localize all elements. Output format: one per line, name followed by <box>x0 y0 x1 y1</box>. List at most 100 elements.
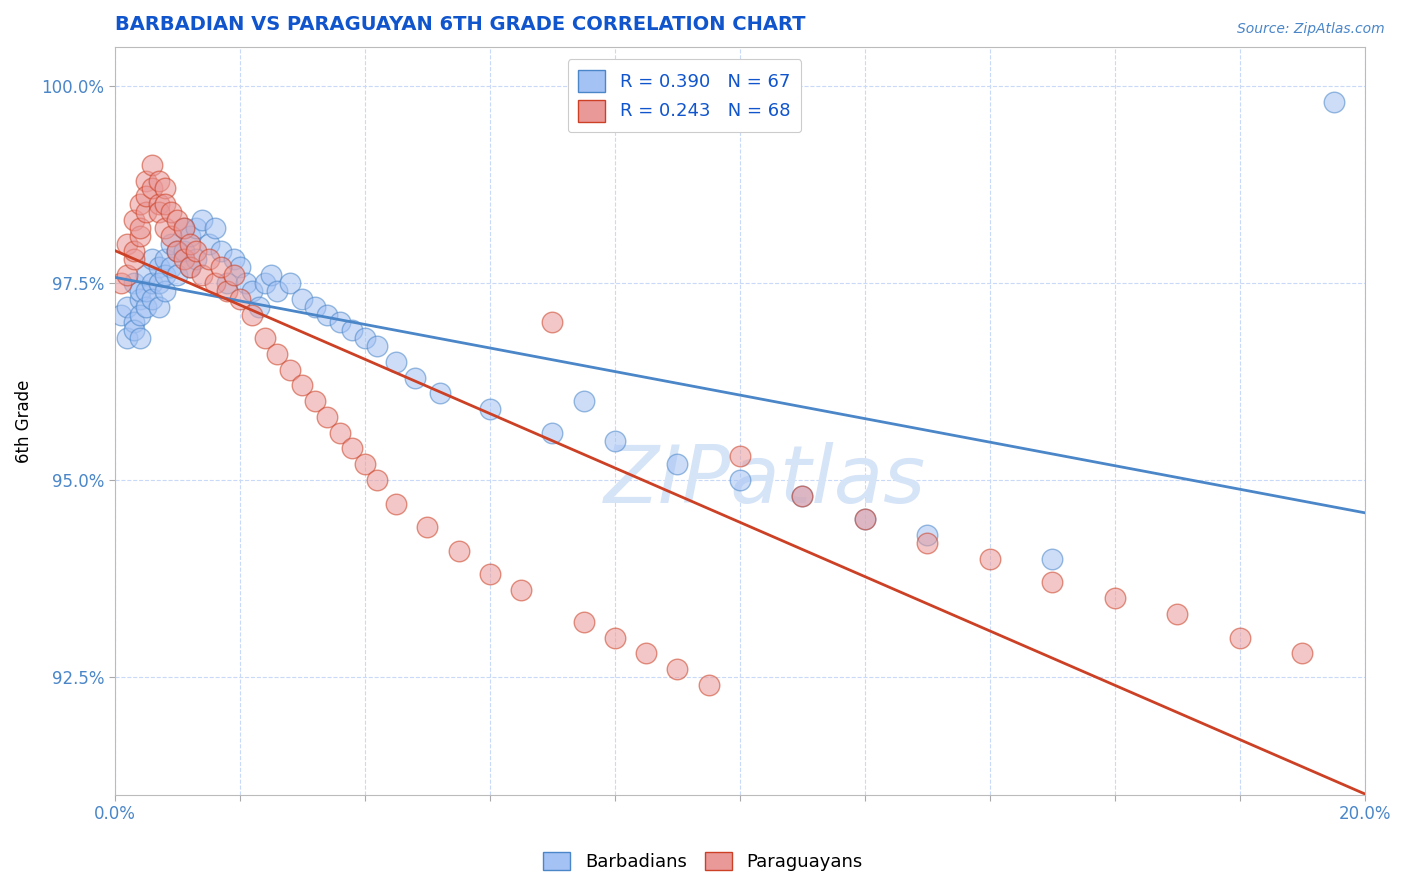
Point <box>148 276 170 290</box>
Point <box>204 220 226 235</box>
Point <box>240 284 263 298</box>
Point <box>329 425 352 440</box>
Point <box>179 260 201 275</box>
Point <box>253 276 276 290</box>
Point <box>1291 646 1313 660</box>
Point <box>572 615 595 629</box>
Point <box>304 300 326 314</box>
Point <box>541 425 564 440</box>
Point <box>404 370 426 384</box>
Point <box>266 284 288 298</box>
Point <box>316 409 339 424</box>
Point <box>1229 631 1251 645</box>
Point <box>128 228 150 243</box>
Point <box>278 276 301 290</box>
Legend: R = 0.390   N = 67, R = 0.243   N = 68: R = 0.390 N = 67, R = 0.243 N = 68 <box>568 60 801 132</box>
Point <box>1322 95 1344 109</box>
Point <box>141 158 163 172</box>
Point <box>179 228 201 243</box>
Point <box>117 268 139 282</box>
Point <box>128 308 150 322</box>
Point <box>666 662 689 676</box>
Point <box>197 236 219 251</box>
Point <box>122 276 145 290</box>
Point <box>148 260 170 275</box>
Point <box>148 300 170 314</box>
Point <box>353 457 375 471</box>
Point <box>166 244 188 259</box>
Point <box>666 457 689 471</box>
Point <box>122 252 145 267</box>
Point <box>235 276 257 290</box>
Point <box>291 378 314 392</box>
Point <box>260 268 283 282</box>
Point <box>792 489 814 503</box>
Point <box>217 276 239 290</box>
Point <box>153 197 176 211</box>
Point <box>128 292 150 306</box>
Point <box>141 276 163 290</box>
Point <box>291 292 314 306</box>
Y-axis label: 6th Grade: 6th Grade <box>15 379 32 463</box>
Point <box>191 268 214 282</box>
Point <box>634 646 657 660</box>
Point <box>429 386 451 401</box>
Point <box>179 260 201 275</box>
Point <box>240 308 263 322</box>
Text: Source: ZipAtlas.com: Source: ZipAtlas.com <box>1237 22 1385 37</box>
Text: ZIPatlas: ZIPatlas <box>603 442 925 520</box>
Point <box>153 284 176 298</box>
Point <box>166 268 188 282</box>
Point <box>447 544 470 558</box>
Point <box>128 197 150 211</box>
Point <box>385 497 408 511</box>
Point <box>173 220 195 235</box>
Point <box>135 284 157 298</box>
Point <box>416 520 439 534</box>
Point <box>135 300 157 314</box>
Point <box>329 315 352 329</box>
Point <box>697 678 720 692</box>
Point <box>728 473 751 487</box>
Point <box>141 292 163 306</box>
Point <box>117 300 139 314</box>
Legend: Barbadians, Paraguayans: Barbadians, Paraguayans <box>536 845 870 879</box>
Point <box>148 205 170 219</box>
Point <box>117 236 139 251</box>
Point <box>135 189 157 203</box>
Point <box>229 292 252 306</box>
Point <box>316 308 339 322</box>
Text: BARBADIAN VS PARAGUAYAN 6TH GRADE CORRELATION CHART: BARBADIAN VS PARAGUAYAN 6TH GRADE CORREL… <box>115 15 806 34</box>
Point <box>166 213 188 227</box>
Point <box>217 284 239 298</box>
Point <box>229 260 252 275</box>
Point <box>160 205 183 219</box>
Point <box>135 268 157 282</box>
Point <box>122 244 145 259</box>
Point <box>128 331 150 345</box>
Point <box>160 236 183 251</box>
Point <box>209 244 232 259</box>
Point <box>1040 551 1063 566</box>
Point <box>173 220 195 235</box>
Point <box>191 213 214 227</box>
Point <box>1040 575 1063 590</box>
Point <box>184 252 207 267</box>
Point <box>342 442 364 456</box>
Point <box>915 536 938 550</box>
Point <box>110 276 132 290</box>
Point <box>304 394 326 409</box>
Point <box>979 551 1001 566</box>
Point <box>510 583 533 598</box>
Point <box>153 181 176 195</box>
Point <box>1104 591 1126 606</box>
Point <box>153 268 176 282</box>
Point <box>160 260 183 275</box>
Point <box>173 244 195 259</box>
Point <box>353 331 375 345</box>
Point <box>603 434 626 448</box>
Point <box>148 173 170 187</box>
Point <box>122 213 145 227</box>
Point <box>197 252 219 267</box>
Point <box>160 228 183 243</box>
